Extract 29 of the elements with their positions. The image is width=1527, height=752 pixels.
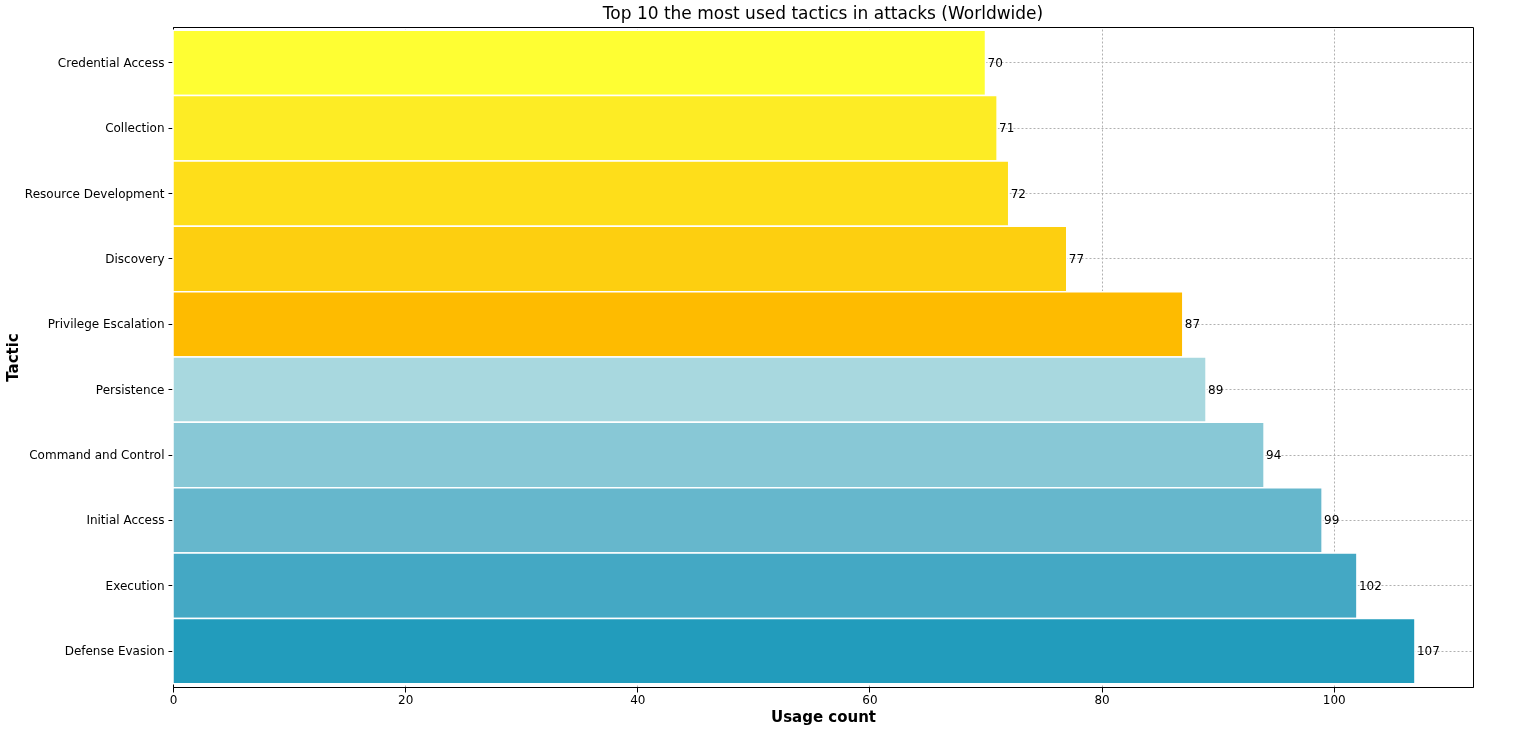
y-tick-label: Initial Access — [86, 513, 165, 528]
y-tick-label: Privilege Escalation — [47, 317, 165, 332]
data-label: 102 — [1358, 578, 1382, 593]
data-label: 87 — [1184, 317, 1201, 332]
chart-title: Top 10 the most used tactics in attacks (Worldwide) — [601, 3, 1044, 23]
y-tick-label: Discovery — [105, 251, 165, 266]
data-label: 89 — [1208, 382, 1224, 397]
y-tick-label: Execution — [105, 578, 165, 593]
x-tick-label: 40 — [630, 692, 646, 707]
data-label: 99 — [1324, 513, 1340, 528]
data-label: 72 — [1010, 186, 1026, 201]
data-label: 107 — [1416, 644, 1440, 659]
y-tick-label: Command and Control — [29, 448, 165, 463]
data-label: 70 — [987, 55, 1003, 70]
x-axis-title: Usage count — [770, 707, 877, 726]
data-label: 77 — [1068, 251, 1085, 266]
x-tick-label: 100 — [1322, 692, 1346, 707]
y-axis-title: Tactic — [3, 333, 22, 382]
y-tick-label: Defense Evasion — [64, 644, 165, 659]
y-tick-label: Collection — [105, 121, 165, 136]
y-tick-label: Credential Access — [57, 55, 165, 70]
x-tick-label: 20 — [398, 692, 414, 707]
x-tick-label: 80 — [1094, 692, 1110, 707]
data-label: 71 — [999, 121, 1015, 136]
y-tick-label: Resource Development — [24, 186, 165, 201]
x-tick-label: 0 — [169, 692, 178, 707]
x-tick-label: 60 — [862, 692, 878, 707]
data-label: 94 — [1266, 448, 1282, 463]
y-tick-label: Persistence — [95, 382, 165, 397]
